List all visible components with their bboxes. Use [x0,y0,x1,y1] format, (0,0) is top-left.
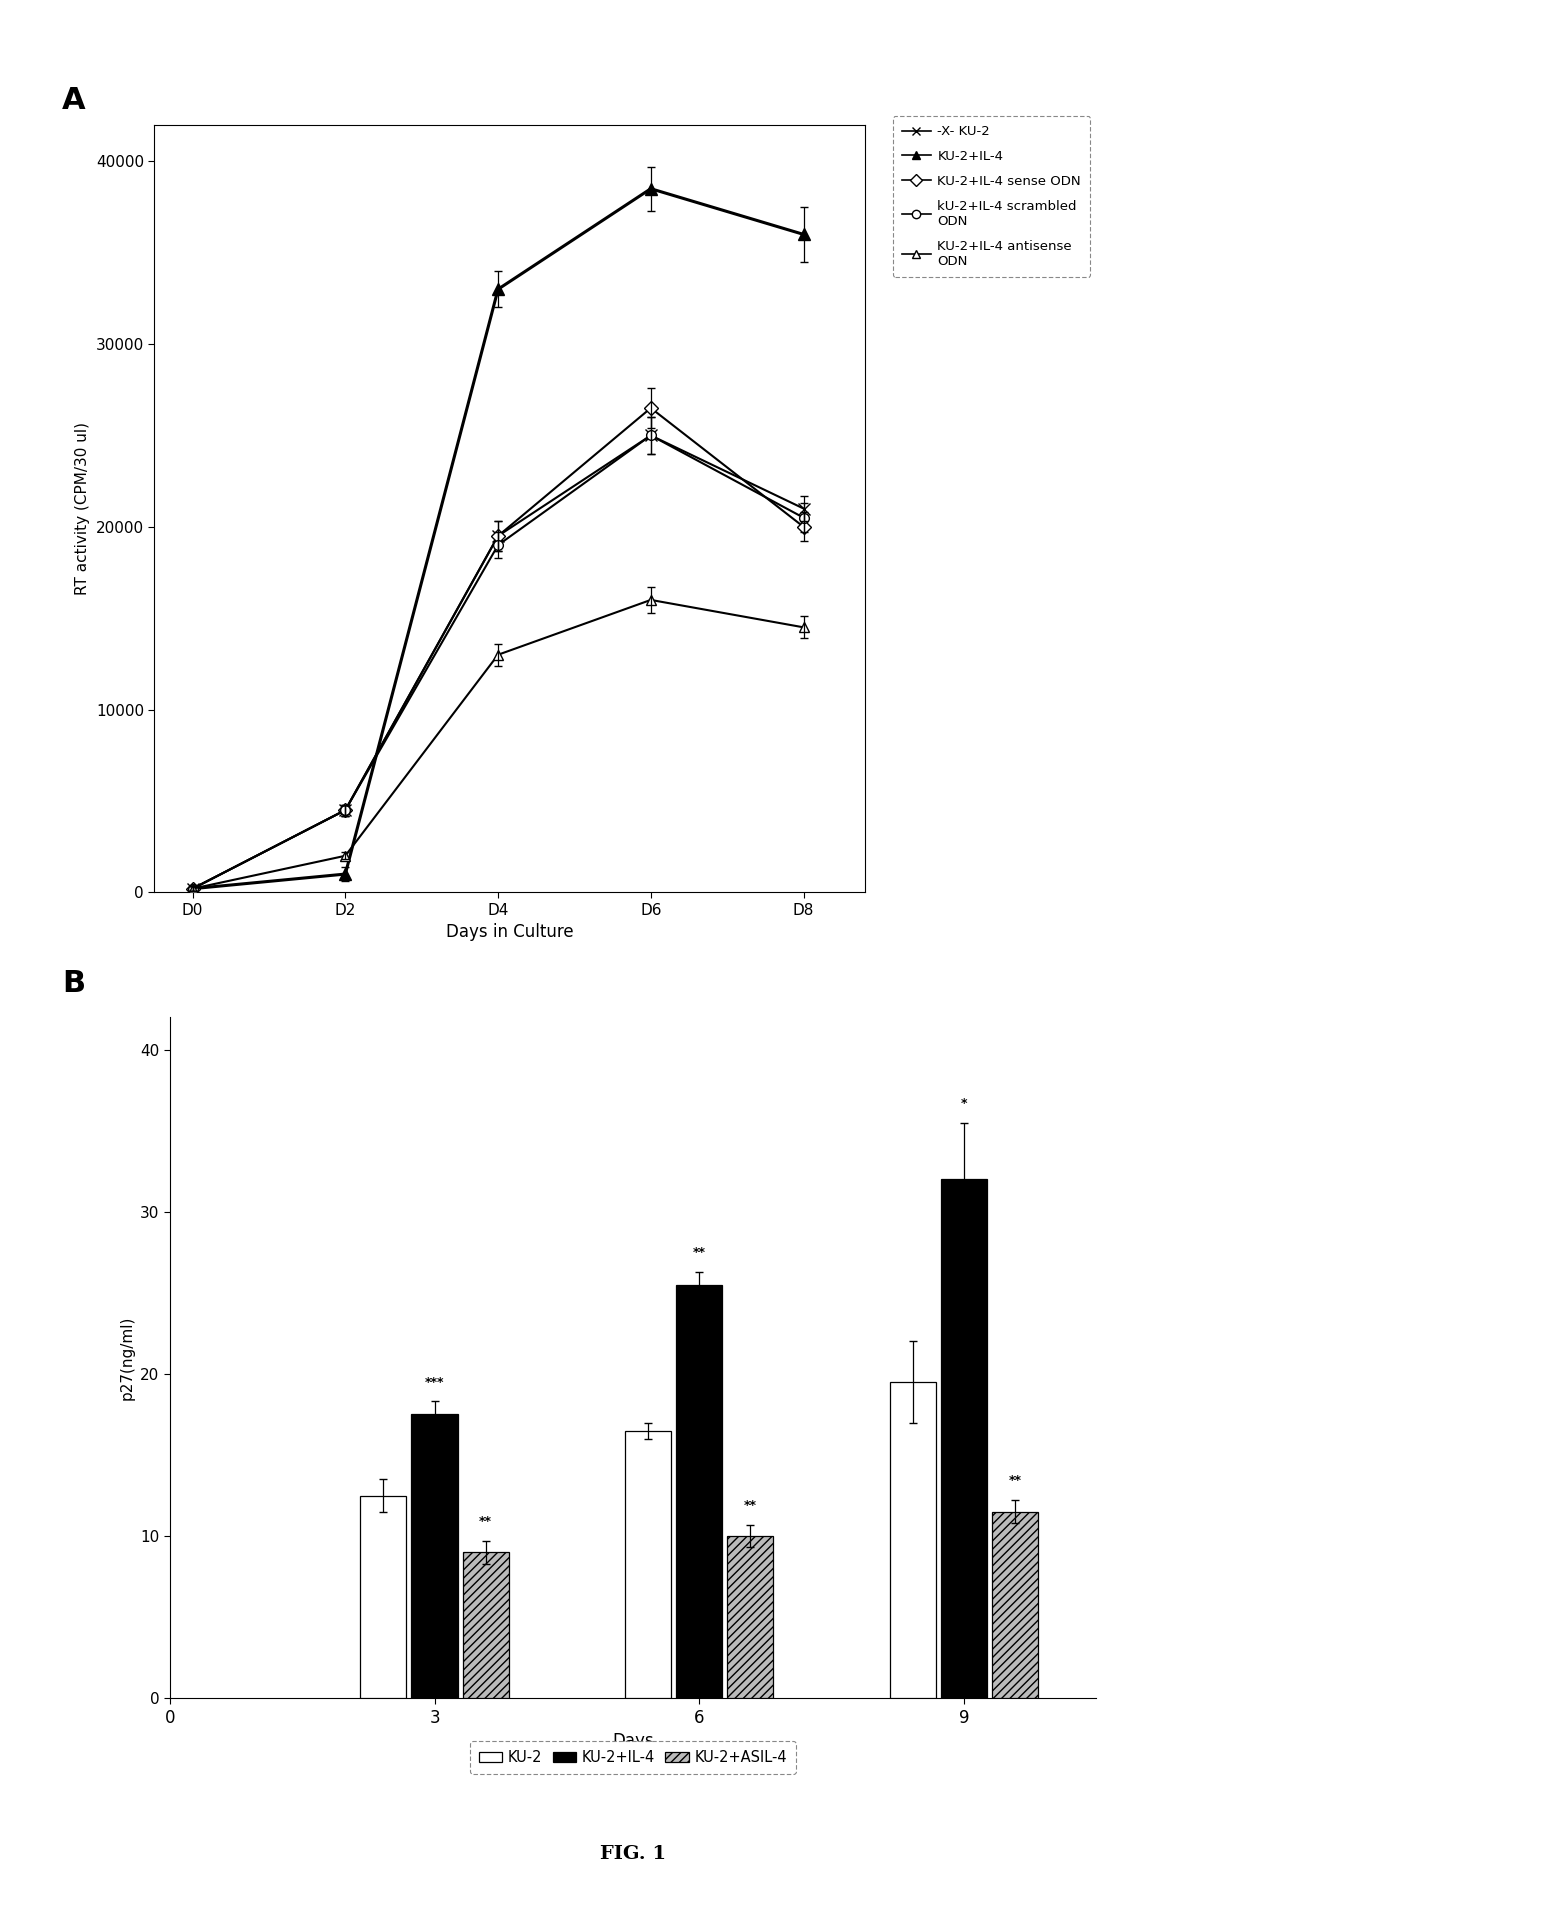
Text: *: * [960,1096,967,1109]
X-axis label: Days: Days [613,1733,653,1750]
Text: **: ** [1008,1474,1022,1487]
Text: **: ** [744,1499,757,1512]
Text: ***: *** [425,1376,445,1389]
Bar [411,1414,457,1698]
Text: A: A [62,86,85,115]
Bar [940,1180,987,1698]
Legend: KU-2, KU-2+IL-4, KU-2+ASIL-4: KU-2, KU-2+IL-4, KU-2+ASIL-4 [469,1741,797,1773]
Text: FIG. 1: FIG. 1 [601,1844,665,1863]
Bar [993,1512,1038,1698]
Text: **: ** [693,1245,706,1259]
Bar [625,1432,672,1698]
X-axis label: Days in Culture: Days in Culture [446,923,573,942]
Y-axis label: p27(ng/ml): p27(ng/ml) [119,1316,134,1399]
Text: B: B [62,969,85,998]
Text: **: ** [479,1514,493,1528]
Bar [360,1495,406,1698]
Legend: -X- KU-2, KU-2+IL-4, KU-2+IL-4 sense ODN, kU-2+IL-4 scrambled
ODN, KU-2+IL-4 ant: -X- KU-2, KU-2+IL-4, KU-2+IL-4 sense ODN… [892,115,1090,276]
Y-axis label: RT activity (CPM/30 ul): RT activity (CPM/30 ul) [76,422,90,595]
Bar [676,1284,723,1698]
Bar [889,1382,936,1698]
Bar [727,1535,774,1698]
Bar [463,1552,510,1698]
